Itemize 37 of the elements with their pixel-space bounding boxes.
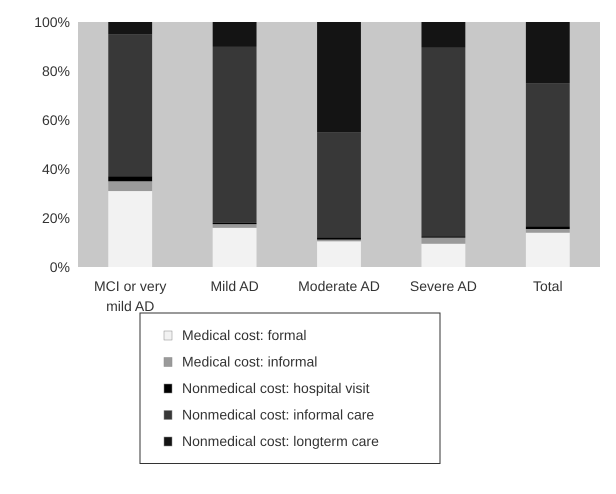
bar (212, 22, 257, 46)
bar (421, 48, 466, 236)
bar (108, 176, 152, 182)
x-tick-label: Total (533, 278, 563, 294)
x-tick-label: Moderate AD (298, 278, 380, 294)
bar (526, 22, 570, 84)
y-tick-label: 0% (50, 258, 70, 275)
bar (526, 232, 570, 267)
legend-label: Nonmedical cost: longterm care (182, 433, 380, 449)
bar (421, 238, 466, 244)
legend-label: Medical cost: formal (182, 327, 306, 343)
bar (421, 22, 466, 48)
bar (108, 181, 152, 192)
bar (317, 132, 361, 238)
y-tick-label: 100% (34, 14, 70, 30)
bar (108, 34, 152, 176)
x-tick-label: Mild AD (210, 278, 259, 294)
y-tick-label: 80% (42, 62, 70, 79)
bar (212, 46, 257, 223)
y-tick-label: 20% (42, 210, 70, 226)
bar (526, 83, 570, 227)
y-tick-label: 40% (42, 160, 70, 177)
x-tick-label: Severe AD (410, 278, 477, 294)
bar (421, 244, 466, 267)
legend-label: Nonmedical cost: informal care (182, 406, 374, 422)
bar (108, 191, 152, 267)
bar (317, 241, 361, 267)
bar (526, 229, 570, 233)
bar (108, 22, 152, 34)
x-tick-label: MCI or very mild AD (94, 278, 166, 314)
bar (212, 228, 257, 267)
legend-label: Nonmedical cost: hospital visit (182, 380, 370, 396)
legend-label: Medical cost: informal (182, 354, 318, 370)
bar (317, 22, 361, 132)
bar (212, 224, 257, 228)
bar (526, 226, 570, 230)
y-tick-label: 60% (42, 112, 70, 128)
